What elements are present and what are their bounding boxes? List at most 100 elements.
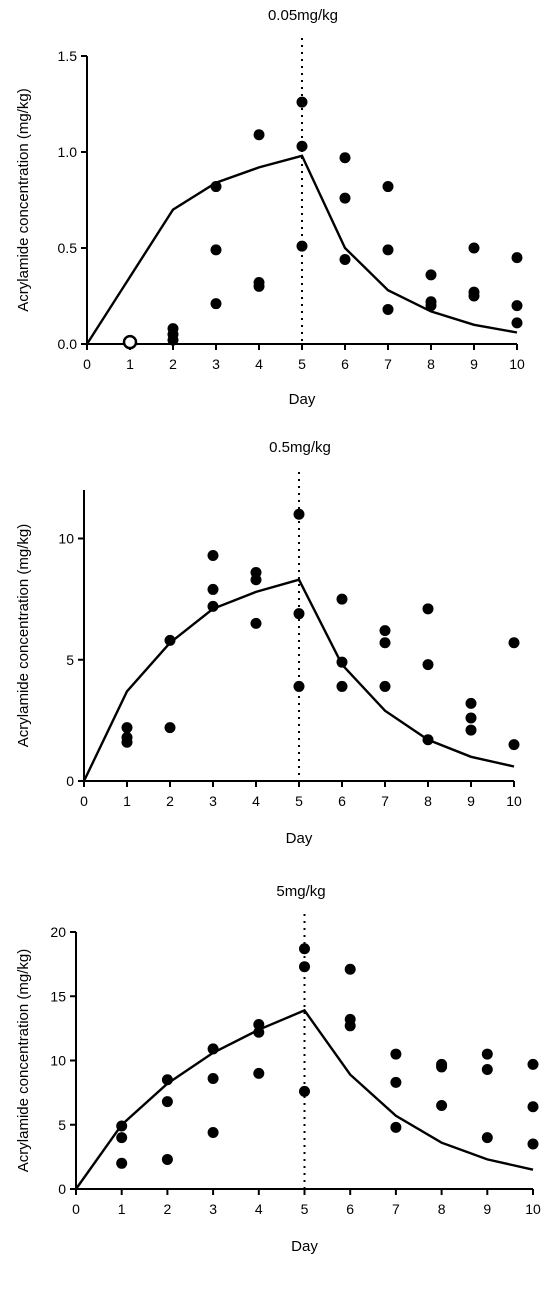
data-point: [379, 637, 391, 649]
data-point: [425, 300, 437, 312]
x-tick-label: 10: [509, 356, 525, 372]
data-point: [336, 593, 348, 605]
chart-title: 5mg/kg: [276, 883, 325, 900]
data-point: [422, 734, 434, 746]
y-tick-label: 0.0: [58, 336, 78, 352]
x-tick-label: 8: [438, 1201, 446, 1217]
data-point: [121, 722, 133, 734]
x-axis-label: Day: [291, 1238, 318, 1255]
x-tick-label: 1: [118, 1201, 126, 1217]
x-tick-label: 0: [83, 356, 91, 372]
data-point: [508, 739, 520, 751]
data-point: [210, 298, 222, 310]
data-point: [253, 129, 265, 141]
data-point-open: [122, 334, 138, 350]
data-point: [161, 1096, 173, 1108]
data-point: [422, 659, 434, 671]
data-point: [339, 254, 351, 266]
chart-panel-1: 0.05mg/kg 0 1 2 3 4 5 6 7 8 9 10 0.0 0.5 1.0 1.5 Day Acry…: [15, 7, 525, 408]
x-tick-label: 9: [467, 793, 475, 809]
data-point: [207, 583, 219, 595]
x-tick-label: 2: [164, 1201, 172, 1217]
x-axis-label: Day: [286, 830, 313, 847]
data-point: [436, 1099, 448, 1111]
data-point: [339, 192, 351, 204]
x-tick-label: 4: [255, 1201, 263, 1217]
data-point: [465, 712, 477, 724]
chart-title: 0.05mg/kg: [268, 7, 338, 24]
x-tick-label: 1: [126, 356, 134, 372]
x-tick-label: 4: [255, 356, 263, 372]
data-point: [296, 240, 308, 252]
data-point: [508, 637, 520, 649]
x-tick-label: 5: [301, 1201, 309, 1217]
data-point: [390, 1121, 402, 1133]
data-point: [164, 722, 176, 734]
data-point: [511, 252, 523, 264]
fitted-curve: [85, 154, 518, 345]
data-point: [344, 963, 356, 975]
fitted-curve: [82, 578, 515, 782]
data-point: [253, 1026, 265, 1038]
y-tick-label: 0.5: [58, 240, 78, 256]
data-point: [210, 244, 222, 256]
data-point: [293, 680, 305, 692]
data-point: [465, 724, 477, 736]
data-point: [253, 1067, 265, 1079]
data-point: [468, 242, 480, 254]
data-point: [422, 603, 434, 615]
x-tick-label: 7: [392, 1201, 400, 1217]
y-tick-label: 0: [58, 1181, 66, 1197]
x-tick-label: 4: [252, 793, 260, 809]
x-tick-label: 0: [72, 1201, 80, 1217]
y-axis-label: Acrylamide concentration (mg/kg): [15, 524, 32, 747]
data-point: [250, 617, 262, 629]
data-point: [121, 736, 133, 748]
data-point: [161, 1074, 173, 1086]
data-point: [250, 574, 262, 586]
data-point: [299, 1085, 310, 1097]
data-point: [382, 181, 394, 193]
data-point: [344, 1020, 356, 1032]
data-point: [382, 244, 394, 256]
y-tick-label: 15: [50, 988, 66, 1004]
fitted-curve: [75, 1008, 534, 1190]
y-tick-label: 1.5: [58, 48, 78, 64]
data-point: [527, 1058, 539, 1070]
data-point: [210, 181, 222, 193]
x-tick-label: 0: [80, 793, 88, 809]
data-point: [116, 1132, 128, 1144]
data-point: [468, 290, 480, 302]
data-point: [296, 140, 308, 152]
y-tick-label: 10: [58, 531, 74, 547]
data-point: [436, 1061, 448, 1073]
chart-panel-2: 0.5mg/kg 0 1 2 3 4 5 6 7 8 9 10 0 5 10 Day Acrylamide co…: [15, 439, 522, 847]
data-point: [207, 1043, 219, 1055]
data-point: [481, 1048, 493, 1060]
data-point: [164, 634, 176, 646]
data-point: [167, 334, 179, 346]
data-point: [116, 1157, 128, 1169]
x-tick-label: 2: [166, 793, 174, 809]
data-point: [339, 152, 351, 164]
data-point: [390, 1048, 402, 1060]
y-axis-label: Acrylamide concentration (mg/kg): [15, 949, 32, 1172]
x-tick-label: 6: [341, 356, 349, 372]
data-point: [161, 1153, 173, 1165]
x-tick-label: 3: [212, 356, 220, 372]
data-point: [465, 697, 477, 709]
x-tick-label: 7: [381, 793, 389, 809]
x-tick-label: 10: [506, 793, 522, 809]
data-point: [253, 280, 265, 292]
data-point: [379, 680, 391, 692]
x-axis-label: Day: [289, 391, 316, 408]
data-point: [382, 303, 394, 315]
data-point: [511, 300, 523, 312]
data-point: [425, 269, 437, 281]
data-point: [293, 608, 305, 620]
data-point: [116, 1120, 128, 1132]
x-tick-label: 6: [338, 793, 346, 809]
x-tick-label: 2: [169, 356, 177, 372]
data-point: [379, 625, 391, 637]
